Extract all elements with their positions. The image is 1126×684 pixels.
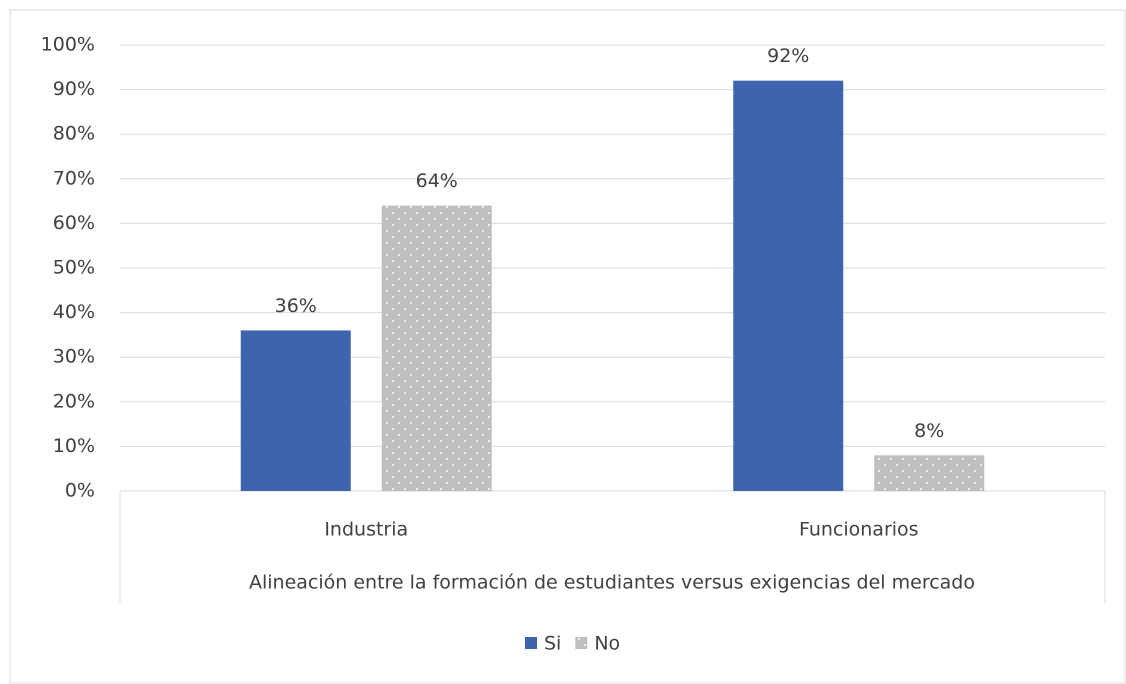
y-tick-label: 80%: [53, 123, 95, 145]
data-label: 36%: [275, 295, 317, 317]
x-tick-label: Industria: [324, 519, 408, 541]
y-tick-label: 10%: [53, 435, 95, 457]
data-label: 92%: [767, 45, 809, 67]
y-tick-label: 50%: [53, 257, 95, 279]
y-tick-label: 0%: [65, 480, 95, 502]
bar: [733, 80, 844, 492]
y-tick-label: 20%: [53, 390, 95, 412]
legend-swatch: [525, 637, 537, 649]
data-label: 64%: [416, 170, 458, 192]
y-tick-label: 100%: [41, 34, 95, 56]
bar: [381, 205, 492, 491]
legend-swatch: [575, 637, 588, 649]
legend-label: Si: [544, 633, 561, 655]
legend-label: No: [594, 633, 620, 655]
y-tick-label: 70%: [53, 167, 95, 189]
y-tick-label: 30%: [53, 346, 95, 368]
data-label: 8%: [914, 420, 944, 442]
x-axis-title: Alineación entre la formación de estudia…: [249, 572, 975, 594]
y-tick-label: 60%: [53, 212, 95, 234]
x-tick-label: Funcionarios: [799, 519, 919, 541]
y-tick-label: 40%: [53, 301, 95, 323]
y-tick-label: 90%: [53, 78, 95, 100]
bar: [240, 330, 351, 491]
chart-border: [9, 9, 1126, 684]
bar: [874, 455, 985, 491]
